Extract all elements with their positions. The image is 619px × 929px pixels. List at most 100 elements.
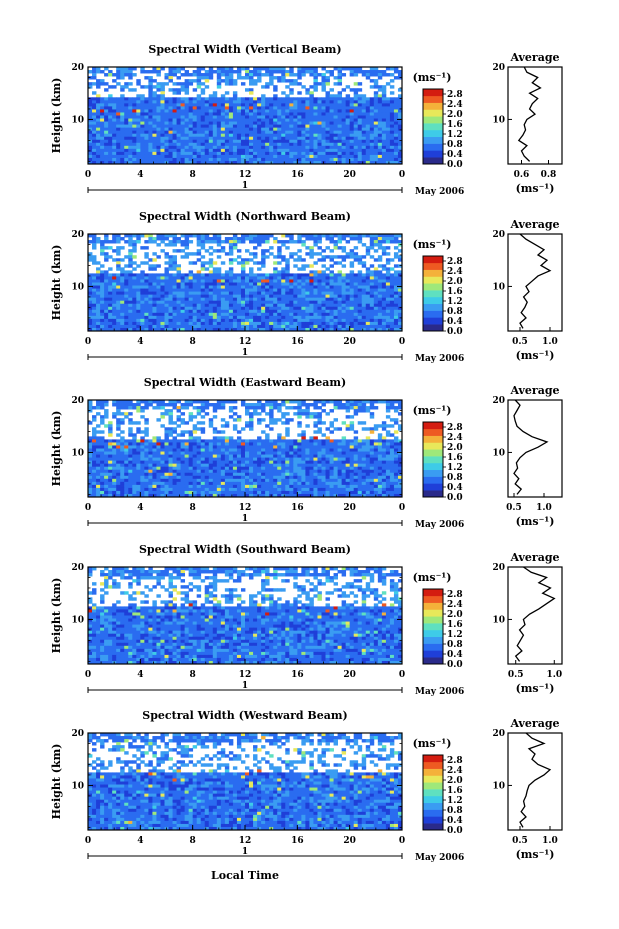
heatmap-cell xyxy=(253,285,258,289)
heatmap-cell xyxy=(124,442,129,446)
heatmap-cell xyxy=(245,321,250,326)
heatmap-cell xyxy=(257,439,262,443)
heatmap-cell xyxy=(393,294,399,299)
heatmap-cell xyxy=(140,130,145,135)
heatmap-cell xyxy=(92,145,97,150)
heatmap-cell xyxy=(345,106,351,110)
heatmap-cell xyxy=(397,94,403,98)
heatmap-cell xyxy=(305,273,310,277)
heatmap-cell xyxy=(273,151,278,156)
heatmap-cell xyxy=(333,121,338,125)
heatmap-cell xyxy=(393,400,399,404)
heatmap-cell xyxy=(196,282,202,286)
heatmap-cell xyxy=(261,430,266,434)
heatmap-cell xyxy=(249,103,254,107)
heatmap-cell xyxy=(152,282,157,286)
heatmap-cell xyxy=(116,442,121,446)
heatmap-cell xyxy=(337,234,343,238)
heatmap-cell xyxy=(104,409,109,413)
heatmap-cell xyxy=(313,321,318,326)
heatmap-cell xyxy=(329,142,334,147)
heatmap-cell xyxy=(265,442,270,446)
heatmap-cell xyxy=(245,276,250,280)
heatmap-cell xyxy=(88,142,93,147)
heatmap-cell xyxy=(309,124,314,129)
heatmap-cell xyxy=(236,237,242,241)
heatmap-cell xyxy=(381,237,387,241)
heatmap-cell xyxy=(88,306,93,311)
heatmap-cell xyxy=(269,288,274,292)
heatmap-cell xyxy=(397,157,403,162)
heatmap-cell xyxy=(297,70,302,74)
heatmap-cell xyxy=(120,309,125,314)
heatmap-cell xyxy=(168,445,173,449)
heatmap-cell xyxy=(297,297,302,302)
heatmap-cell xyxy=(297,148,302,153)
heatmap-cell xyxy=(381,297,387,302)
heatmap-cell xyxy=(245,151,250,156)
heatmap-cell xyxy=(265,85,270,89)
heatmap-cell xyxy=(245,67,250,71)
heatmap-cell xyxy=(92,67,97,71)
heatmap-cell xyxy=(96,400,101,404)
heatmap-cell xyxy=(321,118,326,122)
heatmap-cell xyxy=(393,288,399,292)
heatmap-cell xyxy=(200,124,206,129)
heatmap-cell xyxy=(277,279,282,283)
heatmap-cell xyxy=(353,300,359,305)
heatmap-cell xyxy=(325,285,330,289)
heatmap-cell xyxy=(152,327,157,332)
heatmap-cell xyxy=(257,436,262,440)
heatmap-cell xyxy=(329,279,334,283)
heatmap-cell xyxy=(168,151,173,156)
heatmap-cell xyxy=(96,285,101,289)
heatmap-cell xyxy=(297,415,302,419)
heatmap-cell xyxy=(393,97,399,101)
heatmap-cell xyxy=(393,327,399,332)
heatmap-cell xyxy=(357,100,363,104)
heatmap-cell xyxy=(240,124,246,129)
heatmap-cell xyxy=(164,112,169,116)
heatmap-cell xyxy=(132,312,137,317)
heatmap-cell xyxy=(273,315,278,320)
heatmap-cell xyxy=(385,291,391,296)
heatmap-cell xyxy=(357,106,363,110)
heatmap-cell xyxy=(253,67,258,71)
heatmap-cell xyxy=(216,133,222,138)
heatmap-cell xyxy=(184,291,190,296)
heatmap-cell xyxy=(108,157,113,162)
heatmap-cell xyxy=(224,100,230,104)
heatmap-cell xyxy=(313,109,318,113)
heatmap-cell xyxy=(257,306,262,311)
heatmap-cell xyxy=(180,273,186,277)
heatmap-cell xyxy=(220,406,226,410)
heatmap-cell xyxy=(293,139,298,144)
heatmap-cell xyxy=(321,315,326,320)
heatmap-cell xyxy=(341,249,347,253)
heatmap-cell xyxy=(136,115,141,119)
heatmap-cell xyxy=(321,142,326,147)
heatmap-cell xyxy=(188,79,194,83)
heatmap-cell xyxy=(277,303,282,308)
heatmap-cell xyxy=(377,291,383,296)
heatmap-cell xyxy=(220,442,226,446)
heatmap-cell xyxy=(184,70,190,74)
heatmap-cell xyxy=(341,246,347,250)
heatmap-cell xyxy=(293,100,298,104)
heatmap-cell xyxy=(269,303,274,308)
heatmap-cell xyxy=(152,258,157,262)
heatmap-cell xyxy=(128,412,133,416)
heatmap-cell xyxy=(273,318,278,323)
heatmap-cell xyxy=(397,327,403,332)
heatmap-cell xyxy=(317,115,322,119)
heatmap-cell xyxy=(361,100,367,104)
heatmap-cell xyxy=(273,321,278,326)
heatmap-cell xyxy=(232,288,238,292)
heatmap-cell xyxy=(92,130,97,135)
heatmap-cell xyxy=(285,246,290,250)
heatmap-cell xyxy=(349,130,355,135)
heatmap-cell xyxy=(261,130,266,135)
heatmap-cell xyxy=(261,160,266,165)
heatmap-cell xyxy=(273,240,278,244)
heatmap-cell xyxy=(393,315,399,320)
